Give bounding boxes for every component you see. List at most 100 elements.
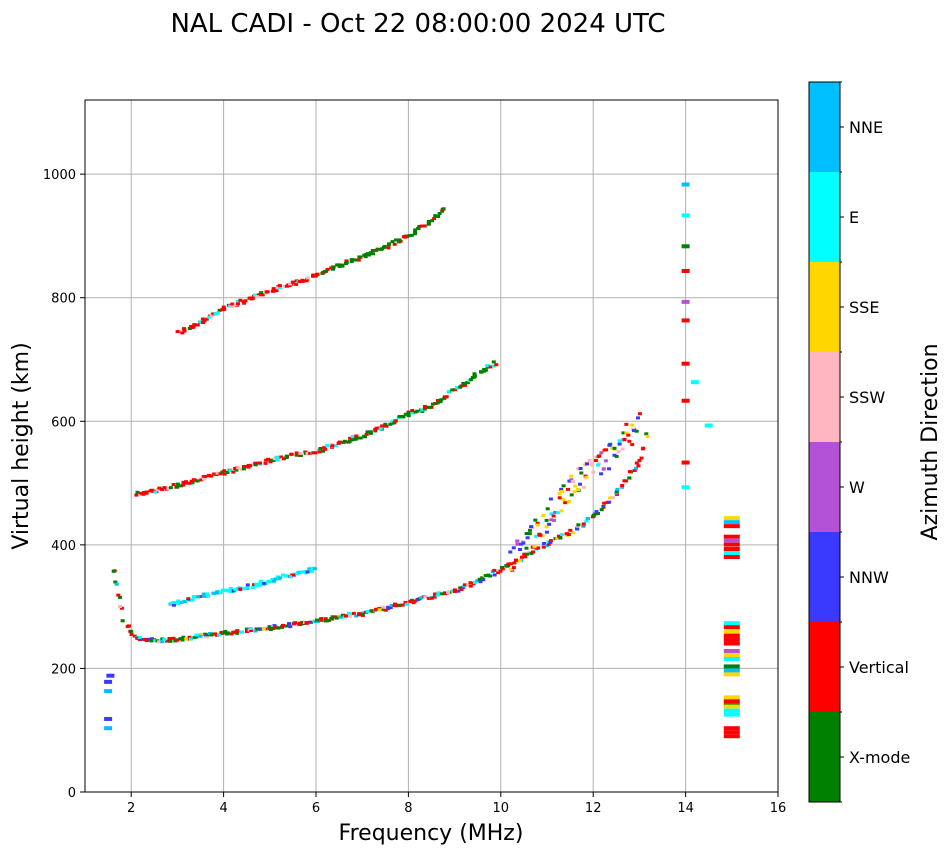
echo-point [253, 629, 258, 633]
echo-point [581, 485, 586, 489]
echo-point [304, 279, 309, 283]
echo-point [180, 331, 185, 335]
echo-point [573, 484, 578, 488]
echo-point [681, 460, 690, 465]
echo-point [201, 475, 206, 479]
echo-point [632, 429, 636, 433]
echo-point [225, 631, 230, 635]
echo-point [417, 225, 422, 228]
colorbar-tick-label: NNE [849, 118, 883, 137]
echo-point [639, 456, 644, 460]
x-tick-label: 12 [585, 801, 602, 816]
echo-point [378, 427, 383, 431]
x-tick-label: 16 [770, 801, 787, 816]
echo-point [168, 639, 173, 643]
echo-point [213, 312, 218, 316]
echo-point [466, 583, 471, 587]
echo-point [405, 602, 410, 606]
echo-point [171, 601, 176, 604]
echo-point [723, 712, 740, 717]
echo-point [599, 451, 604, 455]
echo-point [188, 637, 193, 641]
echo-point [137, 638, 142, 642]
echo-point [488, 365, 493, 369]
echo-point [681, 485, 690, 490]
colorbar-swatch [809, 442, 840, 532]
echo-point [309, 569, 314, 573]
echo-point [599, 508, 604, 512]
echo-point [624, 422, 629, 426]
echo-point [723, 708, 740, 713]
echo-point [482, 368, 487, 371]
echo-point [556, 534, 561, 538]
echo-point [545, 507, 550, 511]
echo-point [462, 583, 467, 587]
echo-point [441, 207, 446, 211]
echo-point [437, 212, 442, 215]
echo-point [214, 633, 219, 637]
echo-point [141, 637, 146, 641]
echo-point [317, 448, 322, 452]
echo-point [255, 627, 260, 631]
echo-point [579, 471, 584, 475]
echo-point [681, 361, 690, 366]
echo-point [596, 463, 600, 467]
echo-point [723, 547, 740, 552]
echo-point [352, 258, 356, 262]
echo-point [113, 580, 118, 584]
echo-point [278, 286, 283, 289]
echo-point [723, 730, 740, 735]
echo-point [215, 311, 220, 315]
echo-point [235, 300, 240, 303]
echo-point [406, 411, 411, 415]
echo-point [178, 637, 183, 641]
echo-point [379, 608, 384, 612]
echo-point [681, 318, 690, 323]
echo-point [229, 305, 234, 308]
echo-point [137, 635, 142, 639]
echo-point [436, 593, 441, 597]
echo-point [308, 451, 313, 455]
echo-point [191, 478, 196, 482]
echo-point [612, 446, 617, 450]
echo-point [622, 437, 627, 441]
echo-point [413, 232, 418, 236]
echo-point [349, 258, 354, 262]
echo-point [294, 282, 299, 286]
echo-point [259, 291, 264, 295]
echo-point [423, 595, 428, 599]
echo-point [195, 323, 200, 327]
echo-point [536, 523, 540, 527]
echo-point [176, 599, 181, 603]
echo-point [541, 514, 546, 517]
echo-point [243, 465, 248, 468]
echo-point [723, 652, 740, 657]
echo-point [591, 470, 596, 474]
echo-point [354, 614, 359, 618]
echo-point [252, 583, 256, 587]
echo-point [354, 434, 359, 438]
echo-point [272, 457, 277, 461]
echo-point [723, 555, 740, 560]
echo-point [601, 467, 606, 471]
echo-point [384, 424, 389, 428]
echo-point [364, 432, 369, 436]
echo-point [553, 510, 558, 514]
echo-point [298, 451, 303, 455]
echo-point [480, 576, 485, 580]
echo-point [723, 641, 740, 646]
chart-title: NAL CADI - Oct 22 08:00:00 2024 UTC [170, 9, 665, 39]
echo-point [560, 533, 564, 537]
echo-point [277, 284, 282, 288]
echo-point [557, 492, 562, 496]
echo-point [607, 443, 612, 447]
x-tick-label: 2 [127, 801, 135, 816]
echo-point [415, 409, 420, 413]
echo-point [634, 461, 639, 465]
echo-point [608, 496, 613, 500]
echo-point [176, 602, 181, 606]
echo-point [268, 458, 273, 462]
echo-point [511, 566, 516, 570]
echo-point [723, 538, 740, 543]
echo-point [515, 539, 520, 543]
